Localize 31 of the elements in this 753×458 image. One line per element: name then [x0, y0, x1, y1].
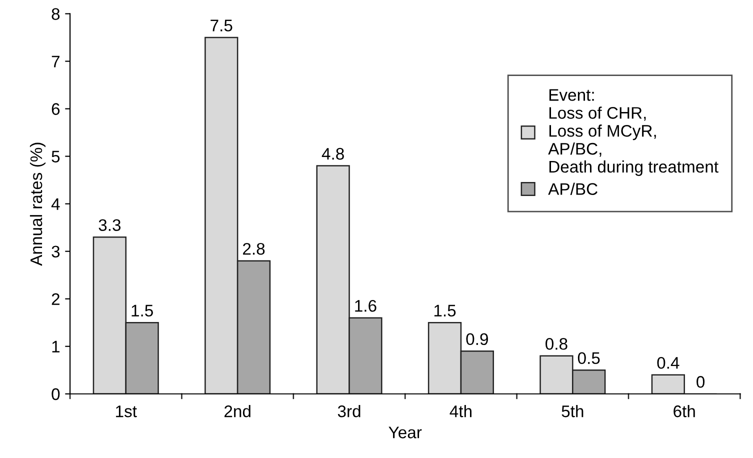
x-tick-label: 4th — [450, 404, 472, 418]
legend-label: AP/BC — [548, 182, 598, 195]
data-label: 0.8 — [546, 338, 568, 350]
data-label: 1.5 — [132, 304, 153, 317]
y-tick-label: 6 — [52, 103, 60, 115]
y-tick-label: 8 — [52, 8, 60, 20]
data-label: 1.6 — [355, 300, 376, 312]
y-tick-label: 0 — [52, 388, 60, 400]
y-tick-label: 3 — [52, 246, 60, 258]
x-axis-title: Year — [388, 426, 422, 438]
x-tick-label: 2nd — [224, 404, 250, 418]
x-tick-label: 5th — [562, 404, 584, 418]
y-tick-label: 5 — [52, 150, 60, 162]
y-tick-label: 7 — [52, 56, 60, 68]
x-tick-label: 3rd — [338, 404, 360, 418]
legend-label: Event: Loss of CHR, Loss of MCyR, AP/BC, Death during treatment — [548, 89, 718, 176]
x-tick-label: 1st — [116, 406, 137, 418]
data-label: 1.5 — [434, 304, 456, 317]
data-label: 0.9 — [466, 333, 488, 346]
data-label: 0.4 — [657, 357, 680, 369]
data-label: 3.3 — [98, 219, 121, 231]
x-tick-label: 6th — [674, 404, 695, 418]
y-tick-label: 4 — [51, 198, 60, 210]
data-label: 0 — [696, 376, 705, 388]
y-tick-label: 1 — [52, 340, 60, 352]
data-label: 4.8 — [322, 148, 344, 160]
data-label: 7.5 — [210, 20, 232, 32]
y-axis-title: Annual rates (%) — [30, 142, 46, 266]
y-tick-label: 2 — [52, 293, 60, 305]
data-label: 0.5 — [578, 352, 600, 364]
data-label: 2.8 — [243, 242, 265, 255]
